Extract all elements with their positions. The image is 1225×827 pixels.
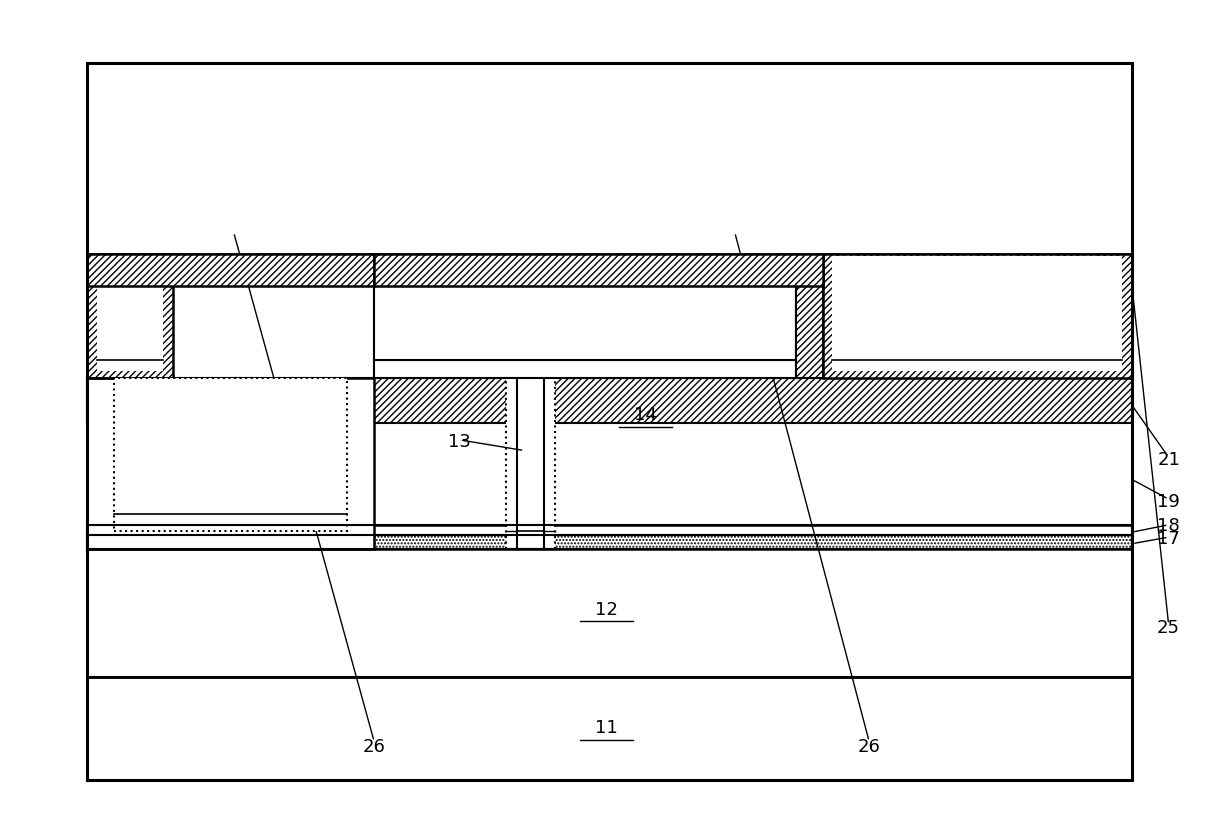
Bar — [374, 360, 796, 378]
Bar — [87, 378, 1132, 423]
Text: 21: 21 — [1158, 452, 1180, 470]
Bar — [87, 255, 173, 378]
Bar — [796, 286, 823, 378]
Text: 22: 22 — [540, 344, 564, 362]
Bar — [114, 378, 347, 531]
Text: 11: 11 — [595, 719, 617, 738]
Text: 26: 26 — [363, 739, 386, 757]
Text: 17: 17 — [1158, 530, 1180, 547]
Bar — [823, 255, 1132, 378]
Bar — [87, 255, 374, 286]
Bar — [87, 255, 1132, 525]
Bar — [506, 378, 555, 549]
Text: 13: 13 — [448, 433, 472, 452]
Text: 19: 19 — [1158, 493, 1180, 511]
Bar — [87, 378, 374, 549]
Text: 18: 18 — [1158, 518, 1180, 535]
Bar — [87, 535, 1132, 549]
Bar — [87, 525, 1132, 535]
Text: 12: 12 — [595, 600, 617, 619]
Text: 23: 23 — [540, 308, 564, 325]
Bar — [87, 378, 374, 549]
Text: 26: 26 — [858, 739, 881, 757]
Bar — [374, 286, 796, 360]
Bar — [833, 256, 1122, 371]
Bar — [87, 549, 1132, 677]
Bar — [87, 677, 1132, 781]
Text: 15: 15 — [599, 356, 621, 375]
Bar — [374, 255, 823, 286]
Bar — [87, 63, 1132, 781]
Bar — [97, 256, 163, 371]
Text: 14: 14 — [635, 406, 657, 424]
Text: 25: 25 — [1158, 619, 1180, 637]
